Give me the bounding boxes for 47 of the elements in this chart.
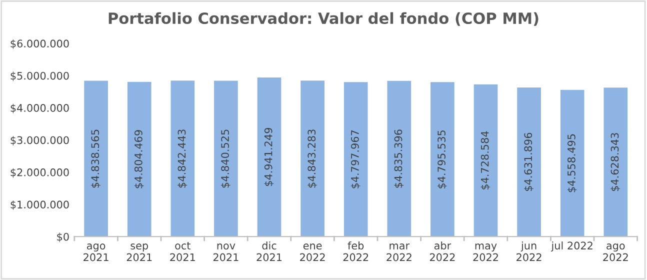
x-tick-label: abr 2022: [430, 241, 455, 262]
y-tick-label: $2.000.000: [10, 168, 69, 178]
y-tick-label: $3.000.000: [10, 136, 69, 146]
data-label: $4.804.469: [134, 130, 144, 188]
data-label: $4.840.525: [220, 130, 230, 188]
x-tick-label: nov 2021: [213, 244, 238, 262]
x-tick-label: ago 2021: [84, 244, 108, 262]
data-label: $4.843.283: [308, 130, 317, 188]
bar: [127, 82, 152, 237]
bar: [170, 80, 195, 237]
bar: [214, 80, 238, 237]
x-tick-label: sep 2021: [126, 244, 152, 262]
y-tick-label: $4.000.000: [10, 104, 69, 114]
y-tick-label: $1.000.000: [10, 200, 69, 210]
bar: [387, 80, 412, 237]
bar: [604, 88, 628, 237]
x-tick-label: feb 2022: [343, 241, 368, 262]
data-label: $4.842.443: [178, 130, 188, 188]
bar: [517, 87, 541, 237]
x-tick-label: jul 2022: [551, 241, 592, 252]
data-label: $4.835.396: [394, 130, 404, 188]
data-label: $4.628.343: [610, 133, 620, 192]
bar: [300, 80, 324, 237]
x-tick-label: ago 2022: [603, 244, 628, 262]
data-label: $4.795.535: [437, 130, 447, 188]
x-tick-label: jun 2022: [516, 241, 542, 262]
x-tick-label: ene 2022: [300, 244, 325, 262]
bar: [84, 80, 108, 237]
x-tick-label: oct 2021: [170, 242, 195, 262]
bar: [430, 82, 454, 237]
data-label: $4.941.249: [264, 128, 274, 186]
x-tick-label: mar 2022: [386, 244, 412, 262]
y-tick-label: $0: [57, 232, 69, 242]
y-tick-label: $5.000.000: [10, 72, 69, 82]
y-tick-label: $6.000.000: [10, 39, 69, 49]
data-label: $4.728.584: [480, 131, 490, 190]
data-label: $4.558.495: [567, 134, 577, 192]
bar: [257, 77, 282, 237]
data-label: $4.838.565: [91, 130, 100, 188]
x-tick-label: may 2022: [473, 244, 498, 262]
data-label: $4.797.967: [350, 130, 360, 188]
x-tick-label: dic 2021: [256, 241, 282, 262]
data-label: $4.631.896: [524, 132, 534, 191]
bar: [344, 82, 368, 237]
bar: [474, 84, 498, 237]
chart-title: Portafolio Conservador: Valor del fondo (COP MM): [108, 12, 538, 26]
bar: [560, 90, 584, 237]
